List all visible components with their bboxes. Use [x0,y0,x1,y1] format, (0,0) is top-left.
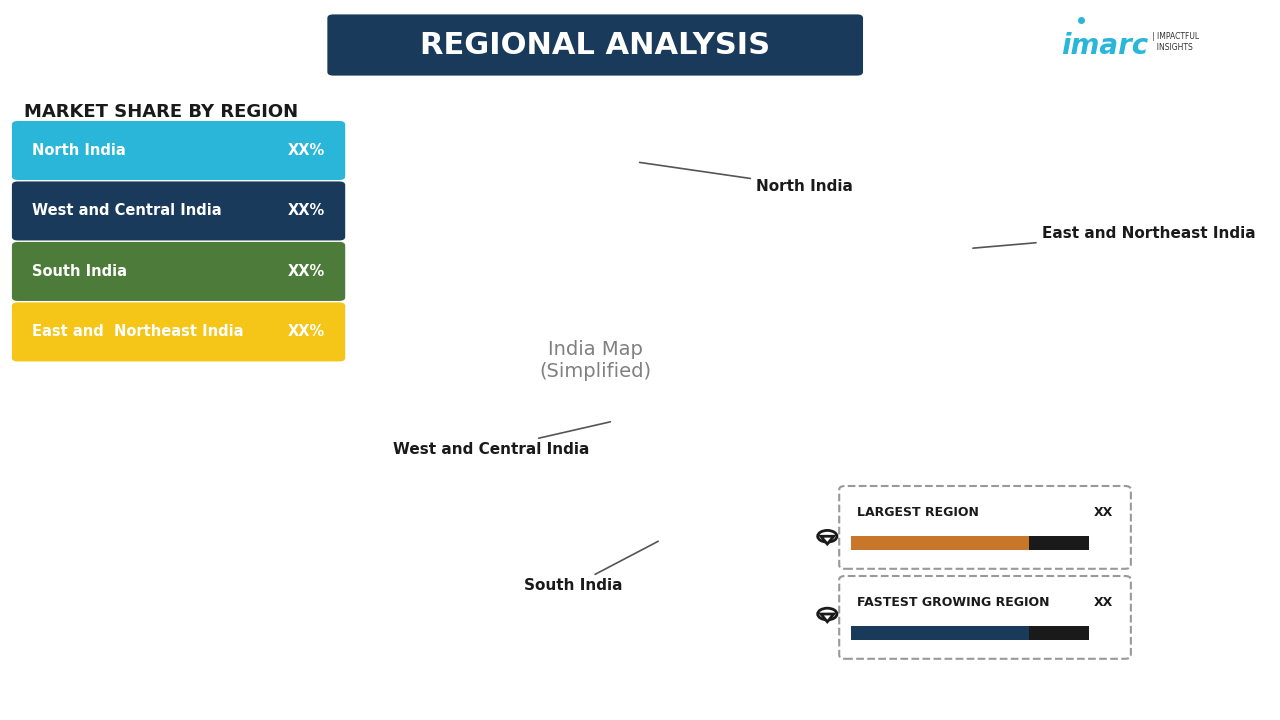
Text: MARKET SHARE BY REGION: MARKET SHARE BY REGION [24,103,298,121]
Text: South India: South India [32,264,127,279]
Bar [1029,536,1089,550]
Text: North India: North India [32,143,125,158]
Circle shape [818,608,837,620]
FancyBboxPatch shape [12,121,346,180]
Text: South India: South India [524,541,658,593]
Text: XX%: XX% [288,143,325,158]
Bar [851,626,1089,640]
Text: FASTEST GROWING REGION: FASTEST GROWING REGION [858,595,1050,609]
Text: India Map
(Simplified): India Map (Simplified) [539,340,652,380]
Text: XX: XX [1093,505,1114,519]
FancyBboxPatch shape [12,302,346,361]
Polygon shape [820,614,833,622]
Text: XX: XX [1093,595,1114,609]
Text: North India: North India [640,163,852,194]
Text: West and Central India: West and Central India [393,422,611,456]
Text: XX%: XX% [288,264,325,279]
Text: East and Northeast India: East and Northeast India [973,225,1256,248]
FancyBboxPatch shape [328,14,863,76]
FancyBboxPatch shape [840,576,1130,659]
Circle shape [818,531,837,542]
Text: XX%: XX% [288,325,325,339]
FancyBboxPatch shape [12,181,346,240]
Text: West and Central India: West and Central India [32,204,221,218]
Text: XX%: XX% [288,204,325,218]
Bar [1029,626,1089,640]
Text: East and  Northeast India: East and Northeast India [32,325,243,339]
Bar [851,536,1089,550]
FancyBboxPatch shape [12,242,346,301]
Text: | IMPACTFUL
  INSIGHTS: | IMPACTFUL INSIGHTS [1152,32,1199,52]
Text: REGIONAL ANALYSIS: REGIONAL ANALYSIS [420,30,771,60]
Text: imarc: imarc [1061,32,1148,60]
FancyBboxPatch shape [840,486,1130,569]
Polygon shape [820,536,833,544]
Text: LARGEST REGION: LARGEST REGION [858,505,979,519]
